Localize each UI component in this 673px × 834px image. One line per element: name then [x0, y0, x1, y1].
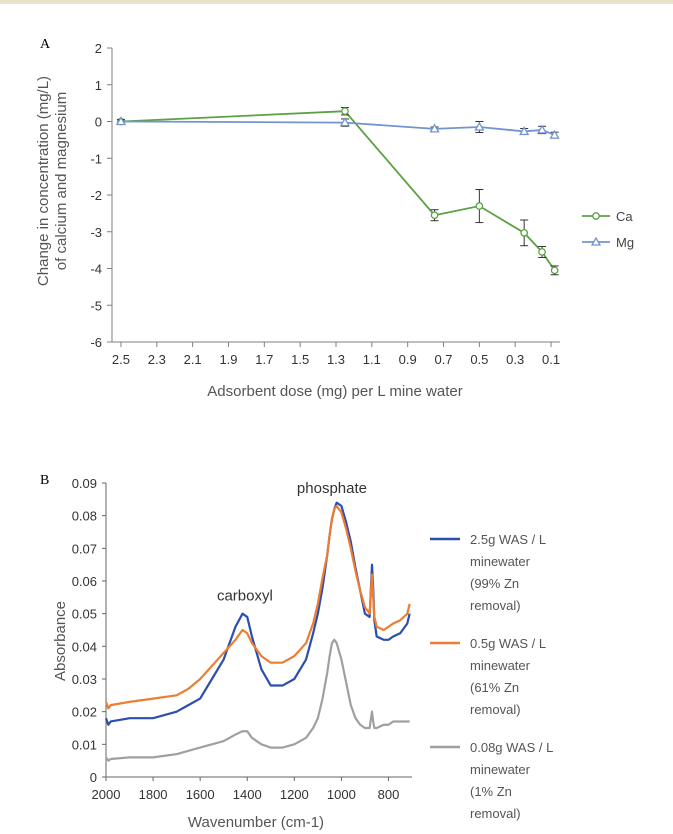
top-rule — [0, 0, 673, 4]
data-point-mg — [474, 121, 485, 131]
legend-label-1: removal) — [470, 702, 521, 717]
panel-b-x-tick-label: 1400 — [233, 787, 262, 802]
panel-a-x-tick-label: 0.7 — [434, 352, 452, 367]
panel-a-y-tick-label: 1 — [95, 78, 102, 93]
panel-a-y-tick-label: 0 — [95, 115, 102, 130]
panel-a-y-tick-label: 2 — [95, 41, 102, 56]
panel-a-y-tick-label: -1 — [90, 151, 102, 166]
series-line-mg — [120, 120, 555, 136]
data-point-ca — [550, 266, 559, 275]
data-point-ca — [520, 229, 529, 237]
spectrum-line-0 — [104, 501, 411, 726]
panel-b-x-tick-label: 1600 — [186, 787, 215, 802]
panel-b-y-tick-label: 0.09 — [72, 476, 97, 491]
panel-a-y-tick-label: -4 — [90, 262, 102, 277]
panel-a-y-tick-label: -6 — [90, 335, 102, 350]
panel-a-x-tick-label: 2.5 — [112, 352, 130, 367]
panel-a-x-tick-label: 0.3 — [506, 352, 524, 367]
legend-label-2: 0.08g WAS / L — [470, 740, 553, 755]
panel-b-annotations: carboxyl phosphate — [217, 480, 367, 605]
panel-a-xlabel: Adsorbent dose (mg) per L mine water — [207, 383, 462, 400]
panel-b-y-tick-label: 0.07 — [72, 541, 97, 556]
panel-a-letter: A — [40, 37, 51, 52]
panel-b-x-tick-label: 1200 — [280, 787, 309, 802]
panel-b-x-tick-label: 1800 — [139, 787, 168, 802]
legend-label-0: 2.5g WAS / L — [470, 532, 546, 547]
panel-a-marks — [115, 107, 560, 276]
panel-b-x-tick-label: 800 — [378, 787, 400, 802]
data-point-mg — [536, 124, 548, 134]
panel-b-x-tick-label: 2000 — [92, 787, 121, 802]
panel-a-y-tick-label: -5 — [90, 298, 102, 313]
panel-a-x-tick-label: 1.5 — [291, 352, 309, 367]
legend-label-1: minewater — [470, 658, 531, 673]
legend-label-2: minewater — [470, 762, 531, 777]
spectrum-line-2 — [105, 638, 410, 762]
panel-a-y-tick-label: -3 — [90, 225, 102, 240]
spectrum-line-1 — [104, 504, 411, 710]
panel-b-y-tick-label: 0 — [90, 770, 97, 785]
annotation-1: phosphate — [297, 480, 367, 497]
panel-b-y-tick-label: 0.08 — [72, 509, 97, 524]
data-point-mg — [519, 126, 530, 136]
panel-a-x-tick-label: 0.5 — [470, 352, 488, 367]
legend-label-0: removal) — [470, 598, 521, 613]
panel-a-axes: 2 1 0 -1 -2 -3 -4 -5 -6 2.5 2.3 2.1 1.9 1.7 1.5 1.3 1.1 0… — [90, 41, 560, 367]
legend-label-0: (99% Zn — [470, 576, 519, 591]
legend-label-2: removal) — [470, 806, 521, 821]
panel-b-y-tick-label: 0.01 — [72, 737, 97, 752]
chart-panel-a: A Change in concentration (mg/L) of calc… — [35, 37, 634, 400]
legend-label-mg: Mg — [616, 235, 634, 250]
data-point-mg — [549, 129, 560, 139]
legend-label-0: minewater — [470, 554, 531, 569]
panel-a-ylabel-line2: of calcium and magnesium — [53, 92, 70, 270]
data-point-ca — [538, 248, 546, 256]
data-point-ca — [430, 211, 439, 220]
panel-b-y-tick-label: 0.06 — [72, 574, 97, 589]
panel-a-x-tick-label: 1.7 — [255, 352, 273, 367]
panel-b-y-tick-label: 0.05 — [72, 607, 97, 622]
legend-marker-mg — [590, 236, 602, 246]
legend-label-2: (1% Zn — [470, 784, 512, 799]
panel-a-legend: Ca Mg — [582, 209, 634, 250]
panel-a-x-tick-label: 1.1 — [363, 352, 381, 367]
data-point-mg — [429, 123, 440, 133]
series-line-ca — [120, 110, 556, 271]
data-point-ca — [341, 107, 349, 116]
panel-b-axes: 0.09 0.08 0.07 0.06 0.05 0.04 0.03 0.02 0.01 0 200… — [72, 476, 412, 802]
data-point-mg — [115, 116, 127, 126]
panel-a-x-tick-label: 0.9 — [399, 352, 417, 367]
panel-b-y-tick-label: 0.02 — [72, 705, 97, 720]
panel-a-x-tick-label: 2.3 — [148, 352, 166, 367]
panel-b-x-tick-label: 1000 — [327, 787, 356, 802]
panel-b-y-tick-label: 0.04 — [72, 639, 97, 654]
panel-b-legend: 2.5g WAS / L minewater (99% Zn removal) 0.5g… — [430, 532, 553, 821]
annotation-0: carboxyl — [217, 588, 273, 605]
panel-b-ylabel: Absorbance — [52, 601, 69, 681]
panel-b-y-tick-label: 0.03 — [72, 672, 97, 687]
panel-a-x-tick-label: 1.9 — [219, 352, 237, 367]
legend-label-1: (61% Zn — [470, 680, 519, 695]
legend-label-ca: Ca — [616, 209, 633, 224]
panel-a-x-tick-label: 0.1 — [542, 352, 560, 367]
panel-b-letter: B — [40, 473, 49, 488]
panel-a-y-tick-label: -2 — [90, 188, 102, 203]
panel-b-marks — [104, 501, 411, 762]
chart-panel-b: B Absorbance Wavenumber (cm-1) 0.090.080… — [40, 473, 553, 831]
panel-a-ylabel-line1: Change in concentration (mg/L) — [35, 76, 52, 286]
panel-a-x-tick-label: 1.3 — [327, 352, 345, 367]
panel-b-xlabel: Wavenumber (cm-1) — [188, 814, 324, 831]
panel-a-x-tick-label: 2.1 — [184, 352, 202, 367]
legend-label-1: 0.5g WAS / L — [470, 636, 546, 651]
data-point-ca — [475, 202, 484, 210]
data-point-mg — [339, 117, 351, 127]
legend-marker-ca — [592, 212, 600, 220]
